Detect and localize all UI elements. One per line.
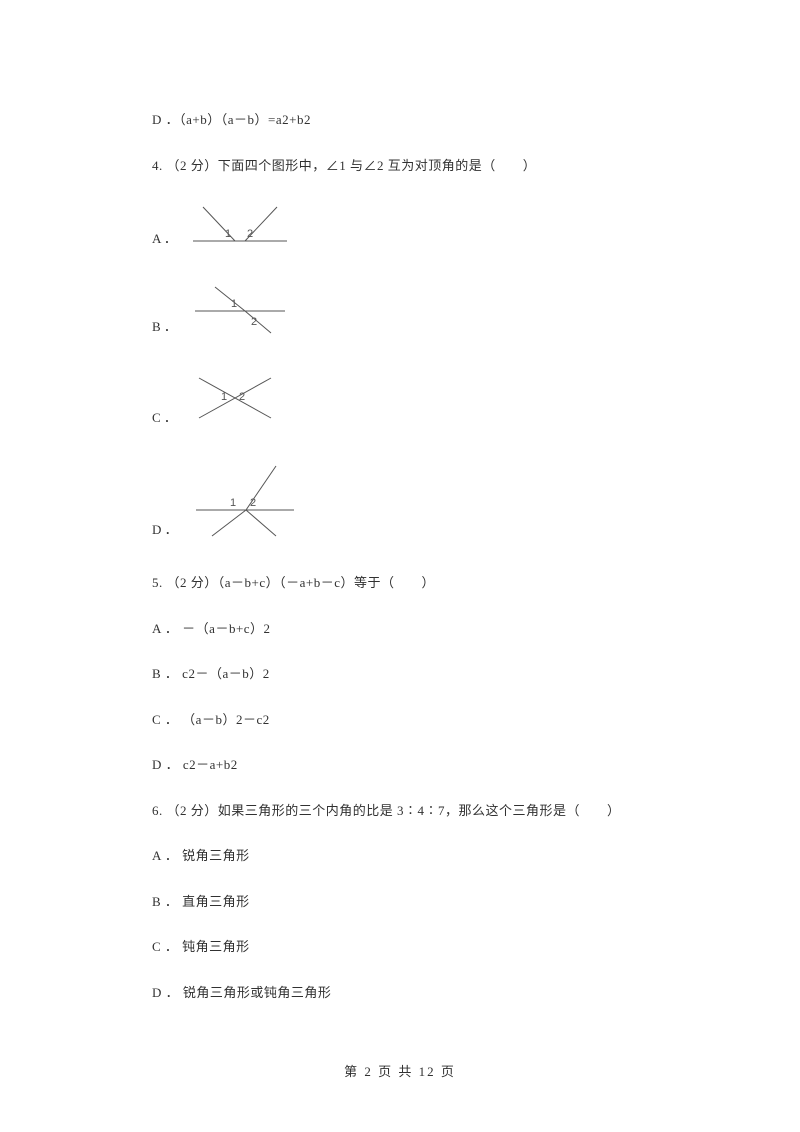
angle-1-label: 1 <box>225 228 231 240</box>
q4-option-d: D ． 1 2 <box>152 462 650 546</box>
option-label: C ． <box>152 408 177 434</box>
q4-option-a: A ． 1 2 <box>152 201 650 255</box>
q4-option-c: C ． 1 2 <box>152 370 650 434</box>
figure-a-icon: 1 2 <box>185 201 295 255</box>
angle-2-label: 2 <box>239 391 245 403</box>
option-label: D ． <box>152 520 178 546</box>
q3-option-d: D ．（a+b）（a－b）=a2+b2 <box>152 110 650 130</box>
angle-2-label: 2 <box>247 228 253 240</box>
page-footer: 第 2 页 共 12 页 <box>0 1061 800 1080</box>
q4-option-b: B ． 1 2 <box>152 283 650 343</box>
q5-stem: 5. （2 分）（a－b+c）（－a+b－c）等于（ ） <box>152 573 650 593</box>
figure-d-icon: 1 2 <box>186 462 306 546</box>
q5-option-d: D ． c2－a+b2 <box>152 755 650 775</box>
q6-option-c: C ． 钝角三角形 <box>152 937 650 957</box>
figure-b-icon: 1 2 <box>185 283 295 343</box>
q6-option-b: B ． 直角三角形 <box>152 892 650 912</box>
angle-1-label: 1 <box>231 298 237 310</box>
angle-1-label: 1 <box>230 497 236 509</box>
page-content: D ．（a+b）（a－b）=a2+b2 4. （2 分）下面四个图形中，∠1 与… <box>0 0 800 1002</box>
q5-option-a: A ． －（a－b+c）2 <box>152 619 650 639</box>
q6-stem: 6. （2 分）如果三角形的三个内角的比是 3∶4∶7，那么这个三角形是（ ） <box>152 801 650 821</box>
q6-option-d: D ． 锐角三角形或钝角三角形 <box>152 983 650 1003</box>
angle-2-label: 2 <box>251 316 257 328</box>
angle-1-label: 1 <box>221 391 227 403</box>
q5-option-b: B ． c2－（a－b）2 <box>152 664 650 684</box>
option-label: B ． <box>152 317 177 343</box>
angle-2-label: 2 <box>250 497 256 509</box>
q4-stem: 4. （2 分）下面四个图形中，∠1 与∠2 互为对顶角的是（ ） <box>152 156 650 176</box>
figure-c-icon: 1 2 <box>185 370 285 434</box>
option-label: A ． <box>152 229 177 255</box>
q6-option-a: A ． 锐角三角形 <box>152 846 650 866</box>
q5-option-c: C ． （a－b）2－c2 <box>152 710 650 730</box>
